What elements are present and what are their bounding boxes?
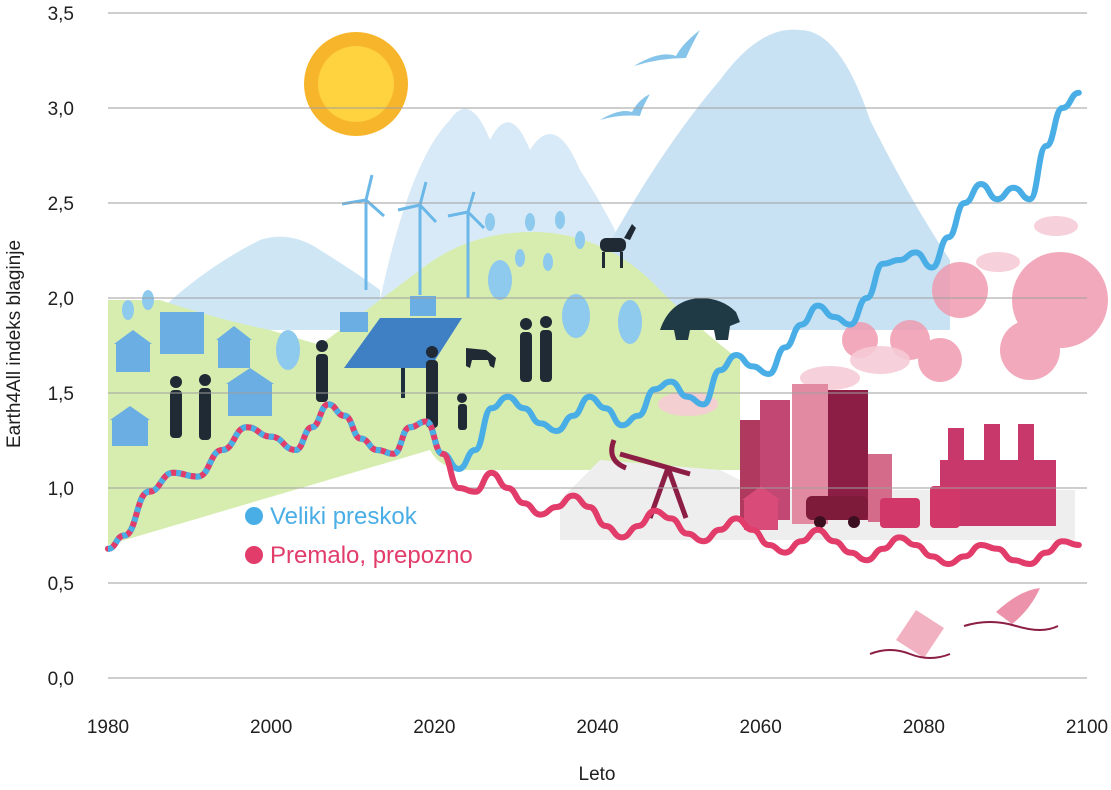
mountain-right: [600, 29, 950, 330]
shared-history-line: [107, 401, 444, 552]
y-tick-label: 3,0: [48, 99, 74, 120]
x-tick-label: 2000: [250, 717, 292, 738]
y-tick-label: 0,0: [48, 669, 74, 690]
series-lines: [105, 89, 1082, 567]
legend-marker: [245, 507, 263, 525]
dead-fish-icon: [963, 588, 1059, 631]
x-tick-label: 2100: [1066, 717, 1108, 738]
y-axis-ticks: 0,0 0,5 1,0 1,5 2,0 2,5 3,0 3,5: [48, 4, 74, 690]
people-icon: [170, 316, 552, 440]
mountain-left: [150, 236, 380, 330]
y-tick-label: 1,5: [48, 384, 74, 405]
house-icon: [742, 486, 780, 530]
oil-pump-icon: [609, 439, 691, 519]
floating-barrel-icon: [869, 610, 951, 659]
smog-clouds: [842, 252, 1108, 382]
smog-clouds-light: [658, 216, 1078, 416]
y-tick-label: 2,5: [48, 194, 74, 215]
legend-label: Veliki preskok: [270, 503, 418, 530]
x-tick-label: 2080: [903, 717, 945, 738]
car-icon: [806, 496, 868, 528]
sun-icon: [304, 32, 408, 136]
legend-marker: [245, 546, 263, 564]
legend: Veliki preskok Premalo, prepozno: [245, 503, 473, 569]
background-illustration: [108, 29, 1108, 659]
barrel-icon: [880, 486, 960, 528]
wolf-icon: [466, 348, 496, 368]
x-axis-title: Leto: [579, 764, 616, 785]
tree-icon: [122, 211, 642, 370]
y-axis-title: Earth4All indeks blaginje: [4, 240, 25, 448]
deer-icon: [600, 224, 636, 268]
legend-label: Premalo, prepozno: [270, 542, 473, 569]
bear-icon: [660, 298, 740, 340]
legend-item-veliki-preskok: Veliki preskok: [245, 503, 418, 530]
y-tick-label: 1,0: [48, 479, 74, 500]
y-tick-label: 0,5: [48, 574, 74, 595]
y-tick-label: 2,0: [48, 289, 74, 310]
x-tick-label: 1980: [87, 717, 129, 738]
legend-item-premalo-prepozno: Premalo, prepozno: [245, 542, 473, 569]
y-tick-label: 3,5: [48, 4, 74, 25]
x-tick-label: 2040: [576, 717, 618, 738]
wind-turbine-icon: [341, 174, 486, 298]
x-tick-label: 2060: [740, 717, 782, 738]
x-tick-label: 2020: [413, 717, 455, 738]
bird-icon: [600, 94, 650, 120]
bird-icon: [634, 30, 700, 66]
x-axis-ticks: 1980 2000 2020 2040 2060 2080 2100: [87, 717, 1108, 738]
grid: [108, 12, 1087, 679]
house-icon: [110, 296, 436, 446]
